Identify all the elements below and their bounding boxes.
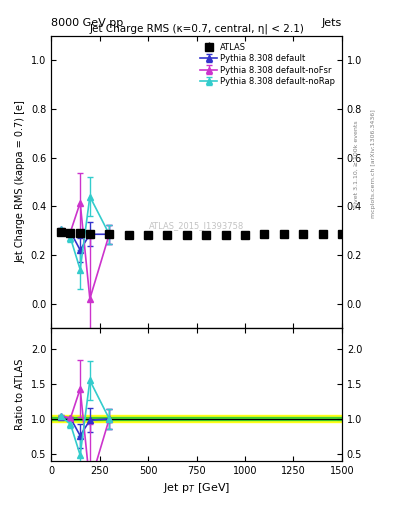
X-axis label: Jet p$_T$ [GeV]: Jet p$_T$ [GeV] xyxy=(163,481,230,495)
Bar xyxy=(51,415,342,422)
Bar xyxy=(51,417,342,420)
Text: Jets: Jets xyxy=(321,18,342,28)
Y-axis label: Jet Charge RMS (kappa = 0.7) [e]: Jet Charge RMS (kappa = 0.7) [e] xyxy=(15,100,25,263)
Text: Rivet 3.1.10, ≥ 100k events: Rivet 3.1.10, ≥ 100k events xyxy=(354,120,359,208)
Legend: ATLAS, Pythia 8.308 default, Pythia 8.308 default-noFsr, Pythia 8.308 default-no: ATLAS, Pythia 8.308 default, Pythia 8.30… xyxy=(198,40,338,89)
Title: Jet Charge RMS (κ=0.7, central, η| < 2.1): Jet Charge RMS (κ=0.7, central, η| < 2.1… xyxy=(89,24,304,34)
Text: ATLAS_2015_I1393758: ATLAS_2015_I1393758 xyxy=(149,221,244,230)
Text: 8000 GeV pp: 8000 GeV pp xyxy=(51,18,123,28)
Y-axis label: Ratio to ATLAS: Ratio to ATLAS xyxy=(15,359,25,430)
Text: mcplots.cern.ch [arXiv:1306.3436]: mcplots.cern.ch [arXiv:1306.3436] xyxy=(371,110,376,218)
